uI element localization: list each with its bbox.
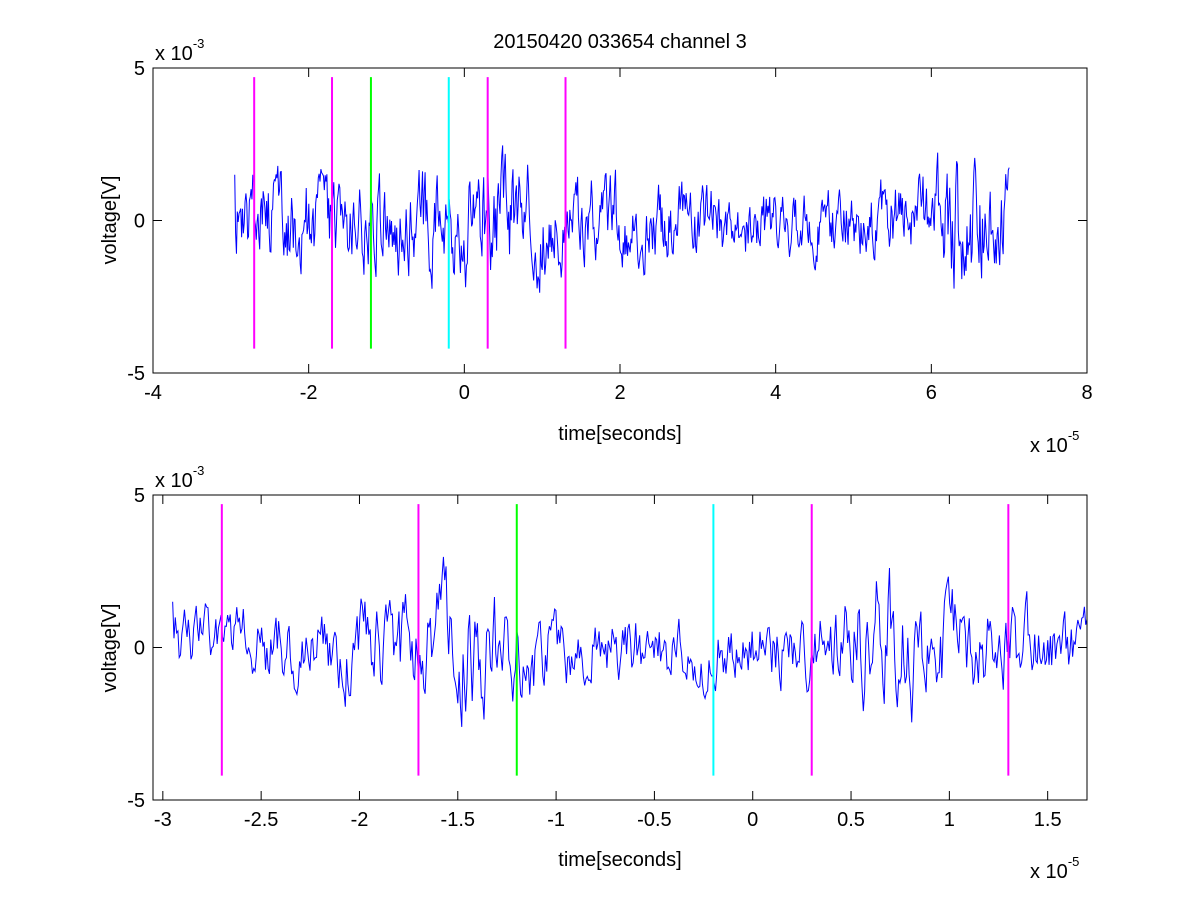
bottom-x-tick-label: -1.5: [441, 809, 475, 831]
bottom-x-tick-label: -2: [351, 809, 369, 831]
top-x-scale-label: x 10-5: [1030, 428, 1079, 457]
top-ticks: -4 -2 0 2 4 6 8 -5 0 5: [127, 58, 1092, 404]
bottom-x-tick-label: 0.5: [837, 809, 865, 831]
bottom-x-scale-base: x 10: [1030, 861, 1068, 883]
top-y-scale-label: x 10-3: [155, 36, 204, 65]
bottom-axes: -3 -2.5 -2 -1.5 -1 -0.5 0 0.5 1 1.5 -5 0 5 time[seco…: [99, 463, 1088, 883]
top-plot-area: [234, 77, 1010, 349]
top-x-scale-exponent: -5: [1068, 428, 1080, 443]
top-y-tick-label: 0: [134, 211, 145, 233]
bottom-x-tick-label: 0: [747, 809, 758, 831]
top-x-tick-label: 0: [459, 382, 470, 404]
bottom-x-tick-label: -3: [154, 809, 172, 831]
bottom-y-scale-exponent: -3: [193, 463, 205, 478]
bottom-voltage-trace: [172, 556, 1088, 727]
bottom-x-scale-label: x 10-5: [1030, 854, 1079, 883]
top-x-tick-label: -4: [144, 382, 162, 404]
top-y-tick-label: -5: [127, 363, 145, 385]
bottom-plot-area: [172, 504, 1088, 776]
top-y-scale-exponent: -3: [193, 36, 205, 51]
bottom-ticks: -3 -2.5 -2 -1.5 -1 -0.5 0 0.5 1 1.5 -5 0 5: [127, 485, 1087, 831]
top-x-scale-base: x 10: [1030, 435, 1068, 457]
top-x-tick-label: 2: [614, 382, 625, 404]
bottom-x-scale-exponent: -5: [1068, 854, 1080, 869]
top-x-tick-label: 6: [926, 382, 937, 404]
bottom-x-tick-label: 1: [944, 809, 955, 831]
top-y-axis-label: voltage[V]: [99, 176, 121, 265]
top-x-axis-label: time[seconds]: [558, 423, 681, 445]
bottom-x-tick-label: -0.5: [637, 809, 671, 831]
top-x-tick-label: 4: [770, 382, 781, 404]
bottom-x-axis-label: time[seconds]: [558, 849, 681, 871]
top-x-tick-label: -2: [300, 382, 318, 404]
bottom-y-tick-label: 5: [134, 485, 145, 507]
bottom-y-scale-base: x 10: [155, 470, 193, 492]
top-y-tick-label: 5: [134, 58, 145, 80]
chart-title: 20150420 033654 channel 3: [493, 31, 747, 53]
bottom-y-tick-label: -5: [127, 790, 145, 812]
bottom-x-tick-label: -2.5: [244, 809, 278, 831]
bottom-x-tick-label: 1.5: [1034, 809, 1062, 831]
top-x-tick-label: 8: [1081, 382, 1092, 404]
bottom-y-scale-label: x 10-3: [155, 463, 204, 492]
bottom-x-tick-label: -1: [547, 809, 565, 831]
top-y-scale-base: x 10: [155, 43, 193, 65]
bottom-y-tick-label: 0: [134, 638, 145, 660]
bottom-y-axis-label: voltage[V]: [99, 604, 121, 693]
top-axes: -4 -2 0 2 4 6 8 -5 0 5 time[seconds] voltage[V] x…: [99, 36, 1093, 457]
top-voltage-trace: [234, 145, 1010, 293]
